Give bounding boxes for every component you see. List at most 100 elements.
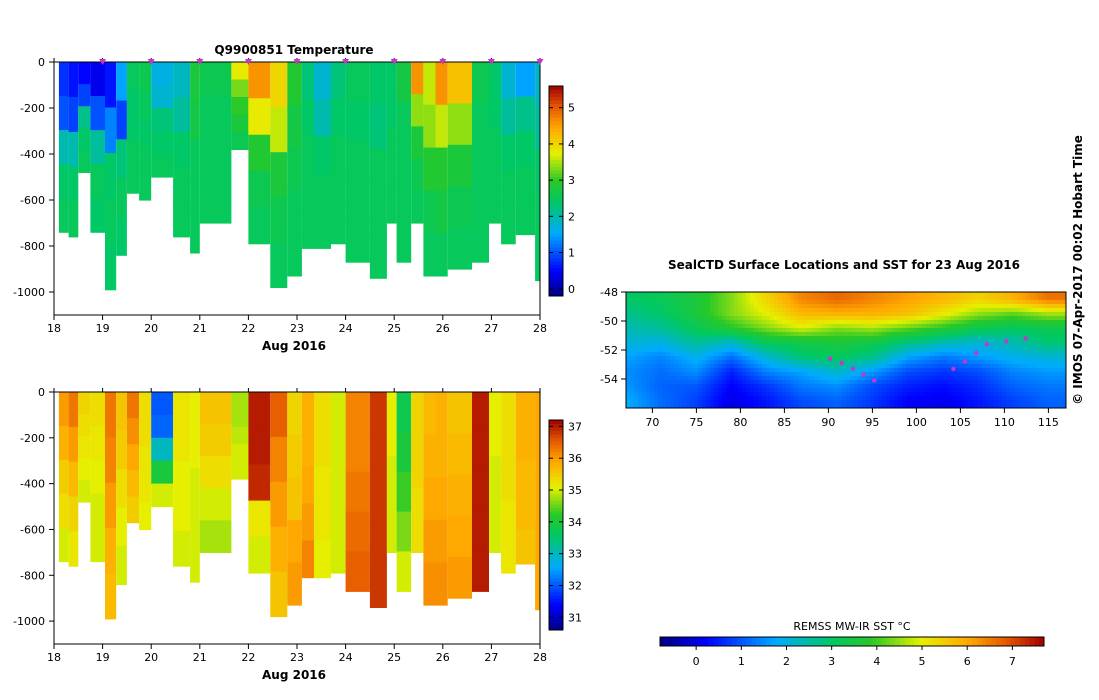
sst-cell [1038,404,1043,409]
sst-cell [798,340,803,345]
sst-cell [982,312,987,317]
sst-cell [926,372,931,377]
sst-cell [774,308,779,313]
sst-cell [806,356,811,361]
sst-cell [914,376,919,381]
sst-cell [950,352,955,357]
sst-cell [726,340,731,345]
sst-cell [982,344,987,349]
sst-cell [1018,316,1023,321]
sst-cell [878,356,883,361]
section-cell [515,96,536,132]
sst-cell [734,340,739,345]
sst-cell [1006,364,1011,369]
sst-cell [834,336,839,341]
section-cell [472,471,489,513]
sst-cell [934,300,939,305]
sst-cell [1014,336,1019,341]
sst-cell [834,376,839,381]
profile-marker [439,59,447,65]
section-cell [369,191,387,236]
section-cell [535,392,540,437]
sst-cell [1002,384,1007,389]
sst-cell [954,388,959,393]
map-x-tick-label: 100 [906,416,927,429]
sst-cell [634,304,639,309]
sst-cell [846,308,851,313]
sst-cell [674,320,679,325]
sst-cell [978,296,983,301]
sst-cell [890,336,895,341]
sst-cell [746,368,751,373]
sst-cell [826,316,831,321]
sst-cell [730,380,735,385]
sst-cell [626,336,631,341]
colorbar-segment [549,444,563,449]
sst-cell [898,380,903,385]
sst-cell [710,404,715,409]
sst-cell [1002,356,1007,361]
sst-cell [858,312,863,317]
sst-cell [830,340,835,345]
sst-cell [990,344,995,349]
sst-cell [990,352,995,357]
sst-cell [906,344,911,349]
sst-cell [722,332,727,337]
sst-cell [626,368,631,373]
sst-cell [698,344,703,349]
sst-cell [990,388,995,393]
sst-cell [990,340,995,345]
profile-marker [196,59,204,65]
sst-cell [746,324,751,329]
section-cell [501,98,516,136]
sst-cell [794,388,799,393]
sst-cell [658,308,663,313]
sst-cell [1046,344,1051,349]
sst-cell [946,340,951,345]
sst-cell [642,344,647,349]
sst-cell [714,396,719,401]
sst-cell [658,328,663,333]
sst-cell [670,352,675,357]
sst-cell [798,300,803,305]
sst-cell [986,316,991,321]
sst-cell [658,352,663,357]
sst-cell [1006,328,1011,333]
sst-cell [722,320,727,325]
sst-colorbar-segment [967,637,973,646]
sst-cell [970,300,975,305]
sst-cell [766,336,771,341]
sst-cell [1026,328,1031,333]
sst-cell [794,300,799,305]
sst-cell [858,316,863,321]
section-cell [515,131,536,167]
sst-cell [886,400,891,405]
sst-cell [1042,332,1047,337]
sst-cell [966,404,971,409]
sst-cell [766,304,771,309]
sst-cell [1062,380,1067,385]
sst-cell [774,364,779,369]
sst-cell [838,332,843,337]
sst-colorbar-segment [943,637,949,646]
sst-cell [662,324,667,329]
sst-cell [850,360,855,365]
sst-cell [1042,304,1047,309]
sst-cell [902,340,907,345]
sst-cell [686,368,691,373]
sst-cell [730,388,735,393]
sst-cell [982,356,987,361]
section-cell [345,142,370,183]
sst-cell [946,372,951,377]
sst-cell [726,360,731,365]
sst-cell [626,396,631,401]
sst-cell [890,380,895,385]
sst-colorbar-segment [904,637,911,646]
colorbar-segment [549,469,563,473]
sst-cell [950,344,955,349]
sst-cell [910,300,915,305]
sst-cell [958,404,963,409]
sst-cell [1042,388,1047,393]
sst-cell [906,364,911,369]
sst-cell [990,380,995,385]
